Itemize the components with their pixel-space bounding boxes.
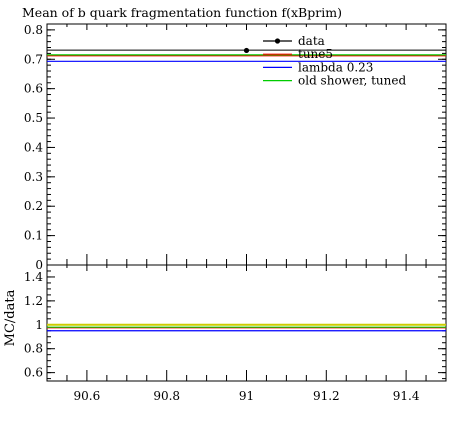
x-tick-label: 91.4 [393, 389, 420, 403]
ratio-y-axis-label: MC/data [3, 289, 18, 346]
y-tick-label: 1 [35, 318, 43, 332]
legend-label: tune5 [298, 47, 333, 61]
y-tick-label: 1.2 [24, 294, 43, 308]
y-tick-label: 0.1 [24, 229, 43, 243]
main-plot-frame [46, 23, 447, 266]
y-tick-label: 0.6 [24, 82, 43, 96]
chart-title: Mean of b quark fragmentation function f… [22, 5, 342, 20]
ratio-plot-area: 90.6 90.8 91 91.2 91.4 0.6 0.8 1 1.2 1.4 [24, 264, 447, 403]
x-tick-label: 90.8 [153, 389, 180, 403]
y-tick-label: 0.7 [24, 52, 43, 66]
x-tick-label: 90.6 [74, 389, 101, 403]
y-tick-label: 0.3 [24, 170, 43, 184]
legend-marker [274, 38, 281, 44]
data-point [243, 47, 250, 54]
y-tick-label: 0.5 [24, 111, 43, 125]
y-tick-label: 0.4 [24, 140, 43, 154]
legend-label: lambda 0.23 [298, 60, 373, 74]
legend-label: data [298, 34, 325, 48]
y-tick-label: 0.6 [24, 366, 43, 380]
legend-label: old shower, tuned [298, 74, 406, 88]
y-tick-label: 0 [35, 258, 43, 272]
y-tick-label: 1.4 [24, 270, 43, 284]
y-tick-label: 0.8 [24, 23, 43, 37]
ratio-plot-frame [46, 264, 447, 382]
x-tick-label: 91.2 [313, 389, 340, 403]
main-plot-area: 0 0.1 0.2 0.3 0.4 0.5 0.6 0.7 0.8 [24, 23, 447, 272]
y-tick-label: 0.2 [24, 199, 43, 213]
y-tick-label: 0.8 [24, 342, 43, 356]
x-tick-label: 91 [239, 389, 254, 403]
